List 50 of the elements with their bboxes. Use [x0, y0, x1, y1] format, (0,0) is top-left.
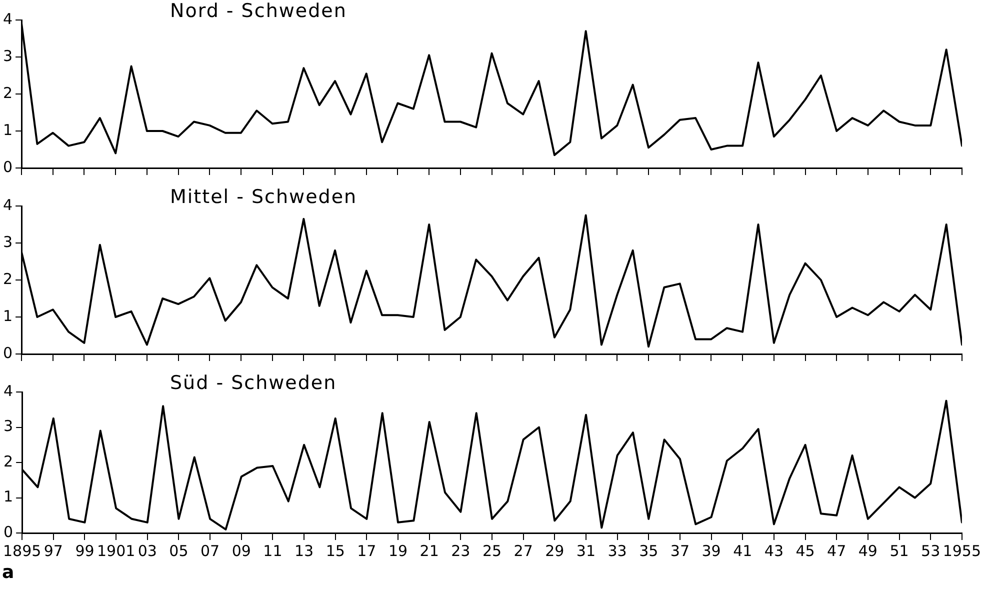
y-tick-label: 3	[4, 417, 14, 436]
y-tick-label: 1	[2, 306, 13, 325]
y-tick-label: 2	[2, 270, 13, 288]
x-tick-label: 1901	[96, 542, 136, 560]
x-tick-label: 47	[827, 542, 846, 560]
x-tick-label: 51	[890, 542, 909, 560]
y-tick-label: 1	[4, 488, 14, 506]
x-tick-label: 99	[75, 542, 94, 560]
x-tick-label: 33	[608, 542, 627, 560]
y-tick-label: 2	[4, 452, 14, 470]
y-tick-label: 4	[2, 10, 13, 28]
x-tick-label: 49	[858, 542, 878, 560]
x-tick-label: 39	[702, 542, 721, 560]
chart-title: Nord - Schweden	[170, 0, 347, 22]
y-tick-label: 1	[2, 120, 13, 139]
y-tick-label: 0	[4, 522, 14, 541]
x-tick-label: 15	[326, 542, 345, 560]
x-tick-label: 17	[357, 542, 376, 560]
x-tick-label: 13	[294, 542, 314, 560]
x-tick-label: 1895	[2, 542, 42, 560]
x-tick-label: 21	[420, 542, 439, 560]
x-tick-label: 35	[639, 542, 658, 560]
x-tick-label: 11	[263, 542, 282, 560]
x-tick-label: 23	[451, 542, 470, 560]
x-tick-label: 03	[138, 542, 157, 560]
y-tick-label: 3	[2, 46, 13, 65]
x-tick-label: 19	[388, 542, 408, 560]
x-tick-label: 07	[200, 542, 220, 560]
x-tick-label: 53	[921, 542, 940, 560]
x-tick-label: 37	[670, 542, 690, 560]
x-tick-label: 41	[733, 542, 752, 560]
x-tick-label: 29	[545, 542, 564, 560]
x-tick-label: 31	[576, 542, 596, 560]
x-tick-label: 05	[169, 542, 188, 560]
y-tick-label: 3	[2, 232, 13, 251]
x-tick-label: 43	[764, 542, 784, 560]
x-tick-label: 97	[44, 542, 63, 560]
x-tick-label: 1955	[942, 542, 982, 560]
y-tick-label: 4	[4, 382, 14, 400]
y-tick-label: 0	[2, 344, 13, 362]
chart-title: Süd - Schweden	[170, 372, 337, 394]
y-tick-label: 2	[2, 84, 13, 102]
x-tick-label: 25	[482, 542, 502, 560]
x-tick-label: 45	[796, 542, 815, 560]
y-tick-label: 4	[2, 196, 13, 214]
x-tick-label: 27	[514, 542, 533, 560]
text: a	[2, 562, 14, 583]
chart-title: Mittel - Schweden	[170, 186, 358, 208]
x-tick-label: 09	[232, 542, 251, 560]
y-tick-label: 0	[2, 158, 13, 176]
